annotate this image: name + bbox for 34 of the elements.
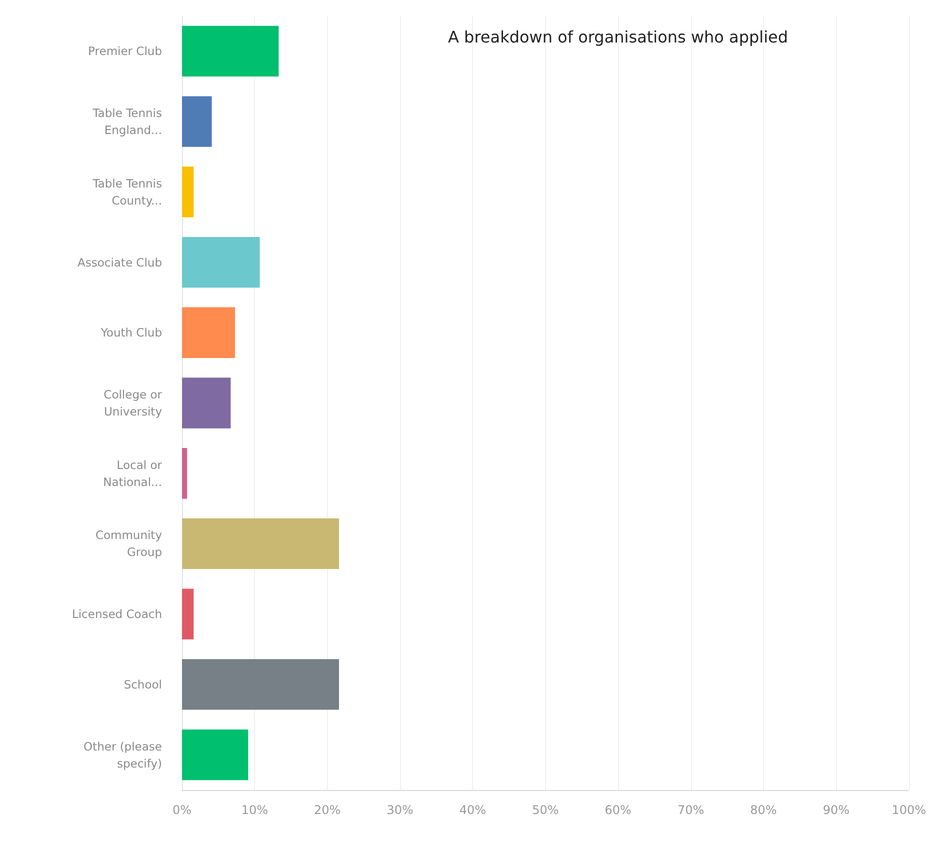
x-tick-label: 100% <box>892 803 926 817</box>
x-tick-label: 40% <box>459 803 486 817</box>
y-tick-label: School <box>124 677 162 692</box>
y-tick-label: Community Group <box>95 528 162 560</box>
y-tick-label: College or University <box>104 388 162 418</box>
bar <box>182 588 194 640</box>
y-tick-label: Youth Club <box>100 326 162 340</box>
x-tick-label: 30% <box>386 803 414 817</box>
bar <box>182 729 248 780</box>
y-tick-label: Licensed Coach <box>72 607 162 622</box>
text: A breakdown of organisations who applied <box>448 28 788 46</box>
y-tick-label: Premier Club <box>88 44 162 58</box>
bar <box>182 307 236 358</box>
x-tick-label: 20% <box>314 803 341 817</box>
y-tick-label: Other (please specify) <box>84 739 162 770</box>
x-tick-label: 50% <box>532 803 559 817</box>
bar <box>182 236 260 288</box>
x-tick-label: 0% <box>172 803 192 817</box>
bar <box>182 96 212 147</box>
x-tick-label: 80% <box>750 803 777 817</box>
bar <box>182 166 194 218</box>
x-tick-label: 90% <box>822 803 850 817</box>
bar <box>182 378 231 428</box>
bar <box>182 448 188 499</box>
x-tick-label: 60% <box>604 803 632 817</box>
bar <box>182 659 339 710</box>
y-tick-label: Local or National... <box>103 458 162 489</box>
bar <box>182 26 279 77</box>
y-tick-label: Associate Club <box>77 255 162 270</box>
x-tick-label: 70% <box>677 803 704 817</box>
bar <box>182 518 339 570</box>
y-tick-label: Table Tennis England... <box>92 106 162 138</box>
y-tick-label: Table Tennis County... <box>92 176 162 208</box>
x-tick-label: 10% <box>241 803 268 817</box>
